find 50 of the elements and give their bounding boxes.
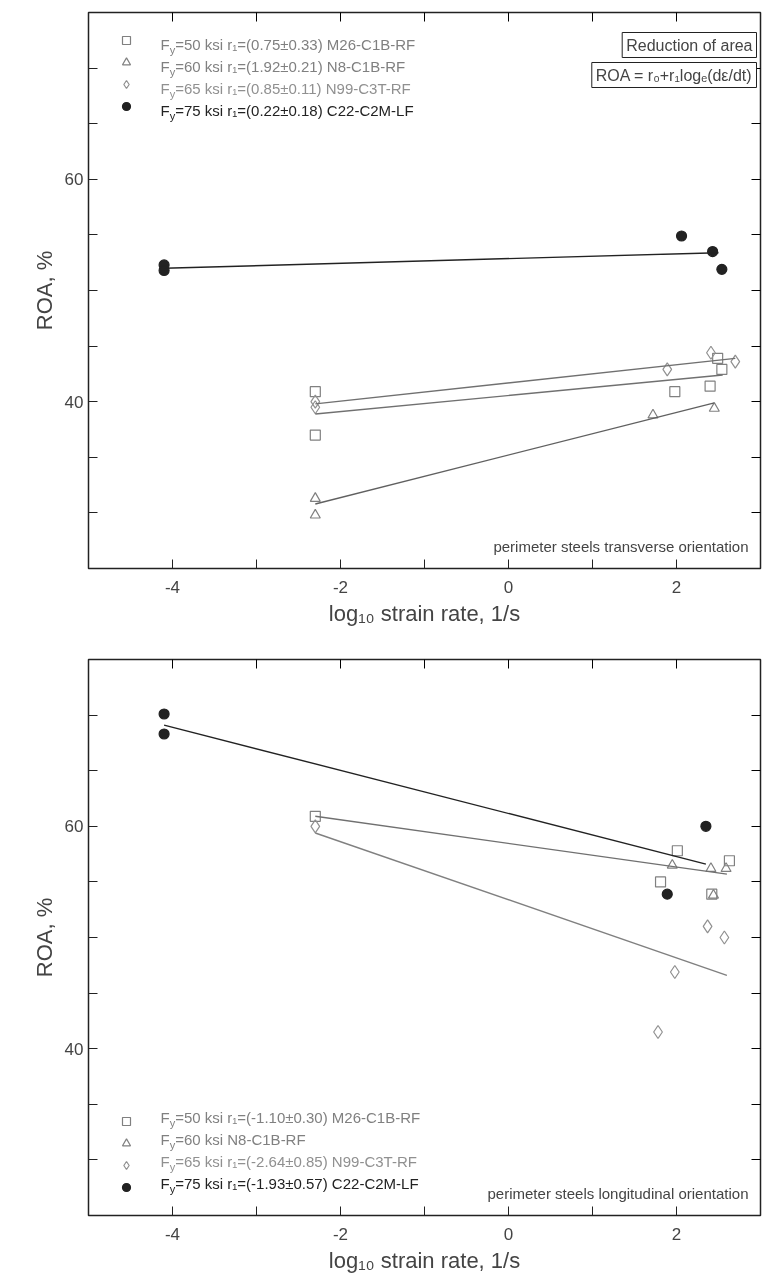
x-axis-title: log₁₀ strain rate, 1/s (328, 600, 521, 626)
point (730, 354, 741, 369)
x-tick-label: 2 (671, 1224, 682, 1244)
annotation: Reduction of area (626, 36, 753, 54)
point (309, 810, 321, 822)
x-axis-title: log₁₀ strain rate, 1/s (328, 1247, 521, 1273)
point (654, 876, 667, 888)
x-tick-label: 2 (671, 577, 682, 597)
point (716, 363, 728, 376)
point (712, 352, 724, 364)
point (647, 408, 659, 419)
point (310, 819, 321, 834)
point (669, 386, 681, 398)
point (675, 230, 688, 242)
point (661, 888, 673, 900)
point (310, 394, 321, 409)
y-axis-title: ROA, % (31, 250, 57, 331)
point (708, 402, 720, 412)
annotation: ROA = r₀+r₁logₑ(dε/dt) (595, 66, 752, 84)
point (671, 845, 683, 857)
y-tick-label: 40 (64, 392, 84, 412)
annotation: perimeter steels transverse orientation (493, 537, 749, 555)
point (309, 508, 321, 519)
y-tick-label: 40 (64, 1039, 84, 1059)
x-tick-label: -2 (332, 577, 349, 597)
y-tick-label: 60 (64, 817, 84, 837)
point (716, 263, 728, 275)
x-tick-label: 0 (503, 577, 514, 597)
annotation: perimeter steels longitudinal orientation (487, 1184, 749, 1202)
point (720, 862, 732, 873)
point (723, 855, 736, 867)
y-tick-label: 60 (64, 170, 84, 190)
point (700, 820, 712, 832)
point (666, 858, 678, 869)
point (309, 429, 321, 441)
point (704, 380, 716, 392)
x-tick-label: -4 (164, 577, 181, 597)
point (662, 362, 673, 377)
point (309, 492, 321, 502)
x-tick-label: -4 (164, 1224, 181, 1244)
point (705, 862, 717, 873)
point (702, 919, 713, 934)
point (310, 400, 321, 415)
point (719, 930, 730, 945)
y-axis-title: ROA, % (31, 897, 57, 978)
point (158, 728, 170, 740)
point (158, 708, 170, 720)
x-tick-label: 0 (503, 1224, 514, 1244)
point (309, 386, 321, 398)
x-tick-label: -2 (332, 1224, 349, 1244)
